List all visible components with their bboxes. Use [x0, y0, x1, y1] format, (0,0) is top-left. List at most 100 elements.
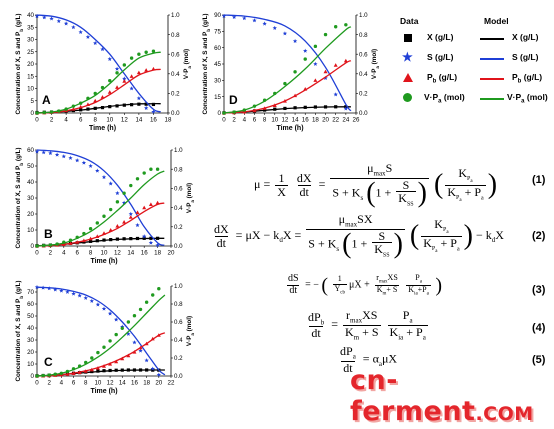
- x-tick-label: 10: [271, 117, 278, 124]
- model-line-s: [36, 286, 166, 376]
- legend-x-label: X (g/L): [427, 32, 454, 42]
- data-point-s: [49, 16, 54, 21]
- y2-axis-label: V·Pa (mol): [186, 316, 195, 346]
- legend-vpa-model-label: V·Pa (mol): [507, 92, 548, 105]
- y-tick-label: 20: [27, 61, 34, 68]
- data-point-vpa: [222, 111, 226, 115]
- data-point-x: [313, 105, 317, 109]
- data-point-pb: [115, 85, 120, 89]
- x-axis-label: Time (h): [276, 125, 303, 132]
- data-point-s: [68, 155, 73, 160]
- data-point-vpa: [138, 307, 143, 312]
- data-point-vpa: [53, 372, 57, 376]
- data-point-vpa: [59, 371, 64, 375]
- data-point-vpa: [78, 101, 83, 105]
- data-point-pb: [61, 242, 66, 246]
- data-point-s: [59, 288, 64, 293]
- data-point-s: [142, 234, 147, 239]
- x-tick-label: 18: [312, 117, 319, 124]
- square-icon: [404, 34, 412, 42]
- data-point-pb: [272, 103, 277, 107]
- x-tick-label: 0: [35, 250, 39, 257]
- data-point-vpa: [135, 177, 140, 181]
- data-point-vpa: [102, 345, 106, 349]
- x-tick-label: 10: [101, 250, 108, 257]
- data-point-x: [79, 108, 83, 112]
- data-point-x: [283, 106, 287, 111]
- data-point-vpa: [35, 374, 39, 378]
- data-point-pb: [81, 238, 86, 243]
- y-tick-label: 15: [27, 73, 34, 80]
- data-point-x: [334, 105, 338, 109]
- data-point-vpa: [88, 227, 93, 231]
- data-point-vpa: [122, 63, 127, 67]
- data-point-x: [120, 368, 124, 372]
- data-point-x: [126, 368, 130, 372]
- data-point-x: [142, 236, 146, 240]
- data-point-x: [323, 105, 328, 109]
- data-point-pb: [65, 372, 70, 376]
- data-point-vpa: [144, 50, 148, 54]
- data-point-pb: [142, 205, 147, 210]
- data-point-pb: [71, 107, 76, 111]
- data-point-x: [156, 236, 160, 240]
- data-point-s: [34, 284, 40, 290]
- y2-tick-label: 0.2: [174, 224, 183, 231]
- data-point-pb: [343, 58, 348, 63]
- data-point-x: [102, 238, 106, 242]
- data-point-s: [46, 286, 52, 291]
- data-point-s: [333, 92, 338, 97]
- y2-tick-label: 0.0: [171, 110, 180, 117]
- data-point-vpa: [68, 238, 73, 242]
- panel-letter: D: [229, 93, 238, 107]
- data-point-pb: [100, 95, 105, 99]
- data-point-s: [113, 317, 119, 322]
- data-point-s: [135, 222, 140, 228]
- data-point-s: [71, 291, 76, 296]
- data-point-vpa: [62, 240, 66, 244]
- x-tick-label: 12: [121, 117, 128, 124]
- data-point-vpa: [333, 25, 338, 29]
- data-point-x: [109, 238, 113, 242]
- y-tick-label: 70: [27, 289, 34, 296]
- legend-pb-label: Pb (g/L): [427, 72, 458, 85]
- data-point-s: [54, 152, 60, 157]
- data-point-vpa: [96, 350, 100, 355]
- data-point-vpa: [108, 339, 112, 343]
- data-point-pb: [155, 200, 160, 205]
- data-point-pb: [132, 350, 137, 354]
- data-point-s: [41, 150, 46, 155]
- x-tick-label: 14: [135, 117, 142, 124]
- y2-tick-label: 0.0: [174, 243, 183, 250]
- chart-panel-a: 0 2 4 6 8 10 12 14 16 18 0 5 10 15 20 25 30 35 40 0.0 0.2 0.4…: [15, 12, 192, 132]
- data-point-s: [221, 13, 227, 18]
- data-point-vpa: [42, 110, 46, 115]
- y2-tick-label: 0.2: [174, 355, 183, 362]
- model-line-vpa: [36, 170, 165, 247]
- data-point-x: [115, 237, 119, 241]
- data-point-pb: [68, 241, 73, 246]
- x-tick-label: 6: [79, 117, 83, 124]
- legend: Data Model X (g/L) X (g/L) ★ S (g/L) S (…: [392, 16, 552, 116]
- y-axis-label: Concentration of X, S and Pb (g/L): [15, 147, 24, 248]
- data-point-s: [136, 96, 142, 101]
- data-point-pb: [95, 234, 100, 238]
- model-line-s: [36, 149, 165, 246]
- y2-tick-label: 0.6: [174, 186, 183, 193]
- x-tick-label: 2: [49, 250, 53, 257]
- panel-letter: A: [42, 93, 51, 107]
- data-point-vpa: [120, 326, 124, 330]
- legend-row-pb: Pb (g/L) Pb (g/L): [392, 72, 552, 86]
- data-point-vpa: [273, 91, 277, 96]
- legend-data-header: Data: [400, 16, 419, 26]
- data-point-s: [78, 29, 83, 35]
- data-point-x: [114, 368, 118, 372]
- x-tick-label: 4: [62, 250, 66, 257]
- data-point-vpa: [303, 57, 307, 61]
- data-point-pb: [89, 367, 94, 372]
- equation-1-number: (1): [532, 174, 546, 186]
- data-point-vpa: [49, 110, 54, 114]
- legend-s-label: S (g/L): [427, 52, 454, 62]
- x-tick-label: 26: [353, 117, 360, 124]
- data-point-pb: [303, 87, 308, 91]
